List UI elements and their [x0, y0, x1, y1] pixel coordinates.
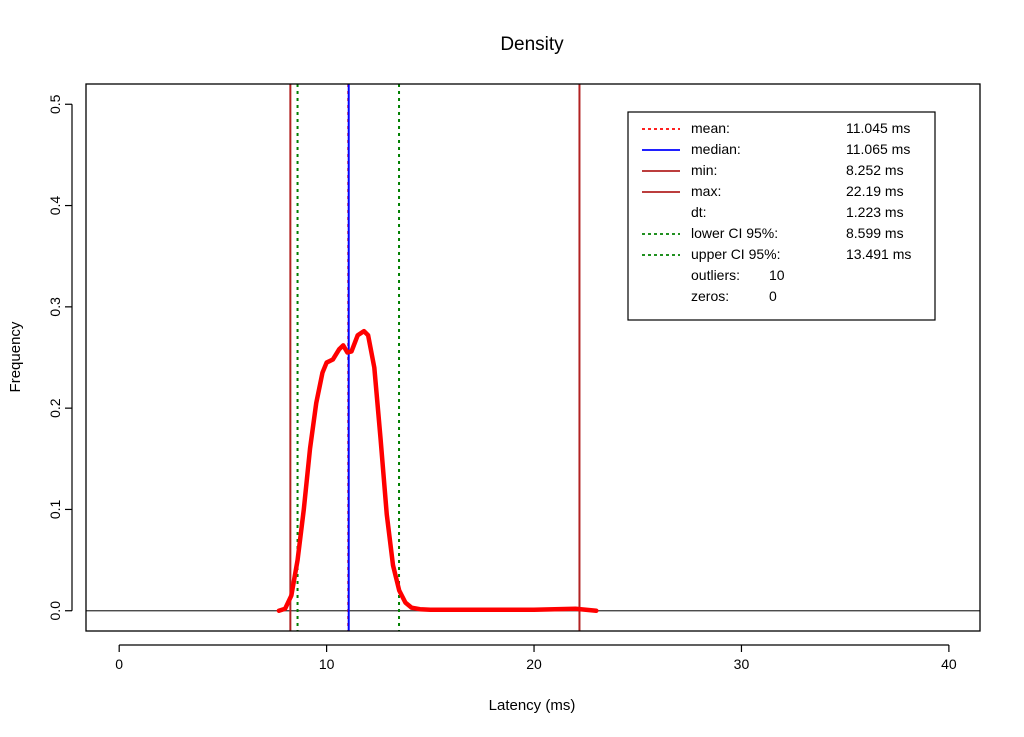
chart-title: Density — [500, 34, 564, 55]
legend-value: 13.491 ms — [846, 246, 911, 262]
y-tick-label: 0.3 — [47, 297, 63, 317]
x-tick-label: 40 — [941, 656, 957, 672]
y-tick-label: 0.5 — [47, 94, 63, 114]
legend-label: median: — [691, 141, 741, 157]
density-curve — [276, 328, 599, 613]
legend: mean: 11.045 ms median: 11.065 ms min: 8.252 … — [627, 111, 936, 321]
legend-label: outliers: — [691, 267, 740, 283]
legend-label: lower CI 95%: — [691, 225, 778, 241]
legend-label: min: — [691, 162, 717, 178]
legend-label: upper CI 95%: — [691, 246, 781, 262]
y-tick-label: 0.1 — [47, 499, 63, 519]
x-tick-label: 20 — [526, 656, 542, 672]
plot-frame — [85, 83, 981, 632]
legend-value: 0 — [769, 288, 777, 304]
legend-label: max: — [691, 183, 721, 199]
x-tick-label: 30 — [734, 656, 750, 672]
legend-value: 1.223 ms — [846, 204, 904, 220]
x-axis: 0 10 20 30 40 — [115, 644, 957, 672]
legend-value: 8.252 ms — [846, 162, 904, 178]
x-axis-label: Latency (ms) — [489, 697, 576, 714]
legend-label: dt: — [691, 204, 707, 220]
x-tick-label: 10 — [319, 656, 335, 672]
series-layer — [276, 328, 599, 613]
legend-value: 11.065 ms — [846, 141, 910, 157]
legend-value: 22.19 ms — [846, 183, 904, 199]
legend-value: 8.599 ms — [846, 225, 904, 241]
legend-label: zeros: — [691, 288, 729, 304]
legend-label: mean: — [691, 120, 730, 136]
y-tick-label: 0.2 — [47, 398, 63, 418]
x-tick-label: 0 — [115, 656, 123, 672]
y-axis: 0.0 0.1 0.2 0.3 0.4 0.5 — [47, 94, 73, 621]
legend-box — [627, 111, 936, 321]
legend-value: 11.045 ms — [846, 120, 910, 136]
y-axis-label: Frequency — [7, 321, 24, 392]
legend-value: 10 — [769, 267, 785, 283]
vertical-lines-layer — [289, 84, 581, 631]
y-tick-label: 0.4 — [47, 196, 63, 216]
y-tick-label: 0.0 — [47, 601, 63, 621]
